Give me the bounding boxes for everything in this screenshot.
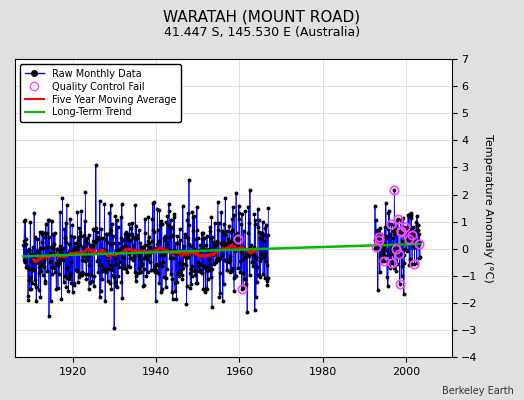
Text: 41.447 S, 145.530 E (Australia): 41.447 S, 145.530 E (Australia)	[164, 26, 360, 39]
Text: Berkeley Earth: Berkeley Earth	[442, 386, 514, 396]
Y-axis label: Temperature Anomaly (°C): Temperature Anomaly (°C)	[483, 134, 493, 282]
Legend: Raw Monthly Data, Quality Control Fail, Five Year Moving Average, Long-Term Tren: Raw Monthly Data, Quality Control Fail, …	[20, 64, 181, 122]
Text: WARATAH (MOUNT ROAD): WARATAH (MOUNT ROAD)	[163, 10, 361, 25]
